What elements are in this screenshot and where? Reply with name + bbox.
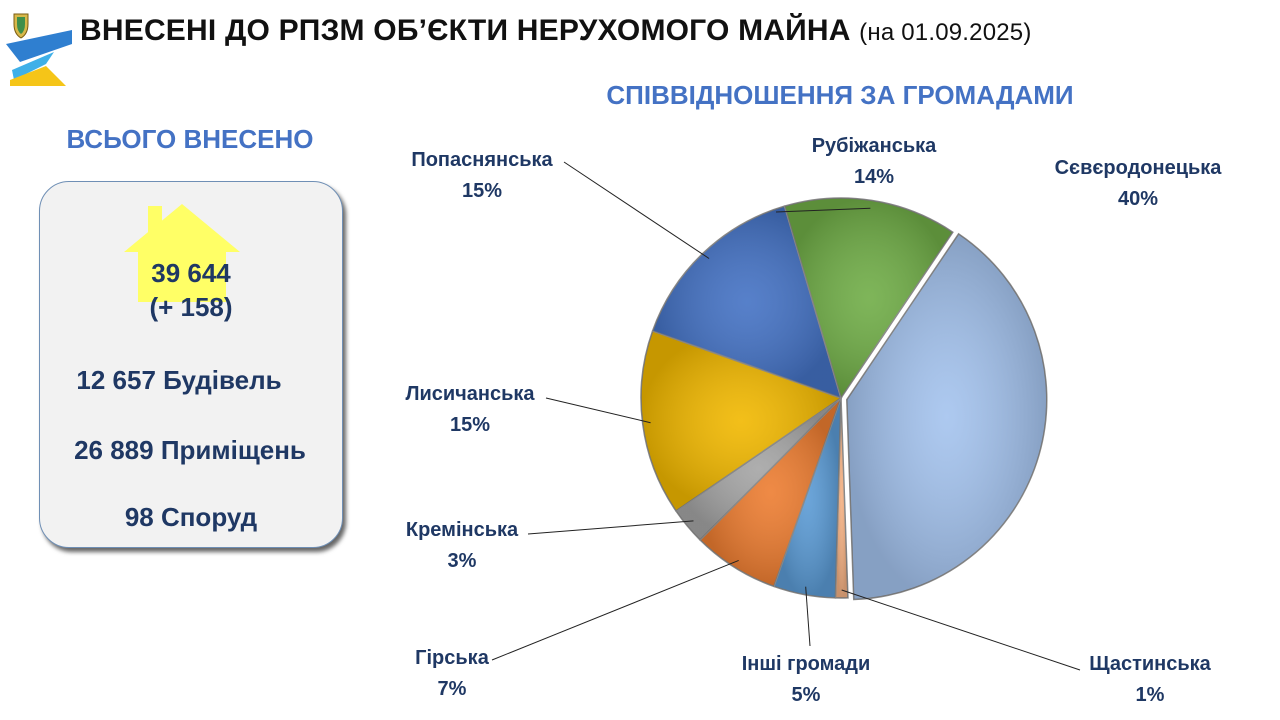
title-text: ВНЕСЕНІ ДО РПЗМ ОБ’ЄКТИ НЕРУХОМОГО МАЙНА	[80, 14, 851, 47]
pie-slice-shade-5	[675, 398, 841, 540]
pie-slice-shade-8	[784, 198, 953, 398]
page-title: ВНЕСЕНІ ДО РПЗМ ОБ’ЄКТИ НЕРУХОМОГО МАЙНА…	[80, 14, 1032, 48]
slice-label-8: Рубіжанська	[812, 135, 937, 157]
slice-pct-5: 3%	[448, 550, 477, 572]
pie-slice-shade-6	[641, 330, 841, 511]
slice-label-6: Лисичанська	[405, 383, 535, 405]
chart-title: СПІВВІДНОШЕННЯ ЗА ГРОМАДАМИ	[606, 80, 1074, 110]
structures-count: 98 Споруд	[124, 502, 258, 532]
slice-pct-7: 15%	[462, 180, 502, 202]
leader-line-2	[841, 589, 1081, 671]
leader-line-7	[563, 161, 710, 259]
summary-card: 39 644 (+ 158) 12 657 Будівель 26 889 Пр…	[39, 181, 343, 548]
slice-pct-2: 1%	[1136, 684, 1165, 706]
leader-line-4	[491, 560, 739, 661]
pie-slice-shade-1	[846, 233, 1047, 600]
slice-pct-1: 40%	[1118, 188, 1158, 210]
total-delta: (+ 158)	[149, 292, 233, 322]
total-count: 39 644	[151, 258, 231, 288]
slice-label-3: Інші громади	[742, 653, 871, 675]
leader-line-3	[805, 586, 811, 647]
buildings-count: 12 657 Будівель	[76, 365, 282, 395]
slice-pct-8: 14%	[854, 166, 894, 188]
slice-label-1: Сєвєродонецька	[1055, 157, 1223, 179]
logo-icon	[6, 13, 72, 86]
slice-pct-6: 15%	[450, 414, 490, 436]
pie-slice-shade-3	[773, 398, 841, 598]
total-heading: ВСЬОГО ВНЕСЕНО	[66, 124, 314, 154]
title-date: (на 01.09.2025)	[859, 19, 1032, 46]
slice-label-7: Попаснянська	[411, 149, 553, 171]
leader-line-5	[527, 520, 694, 535]
pie-slice-shade-2	[835, 398, 848, 598]
slice-label-5: Кремінська	[406, 519, 519, 541]
premises-count: 26 889 Приміщень	[74, 435, 306, 465]
leader-line-8	[775, 207, 871, 213]
slice-pct-4: 7%	[438, 678, 467, 700]
pie-slice-shade-7	[652, 206, 841, 398]
house-icon	[124, 204, 240, 302]
pie-slice-shade-4	[700, 398, 841, 587]
slice-label-2: Щастинська	[1089, 653, 1211, 675]
leader-line-6	[545, 397, 651, 424]
slice-label-4: Гірська	[415, 647, 490, 669]
slice-pct-3: 5%	[792, 684, 821, 706]
